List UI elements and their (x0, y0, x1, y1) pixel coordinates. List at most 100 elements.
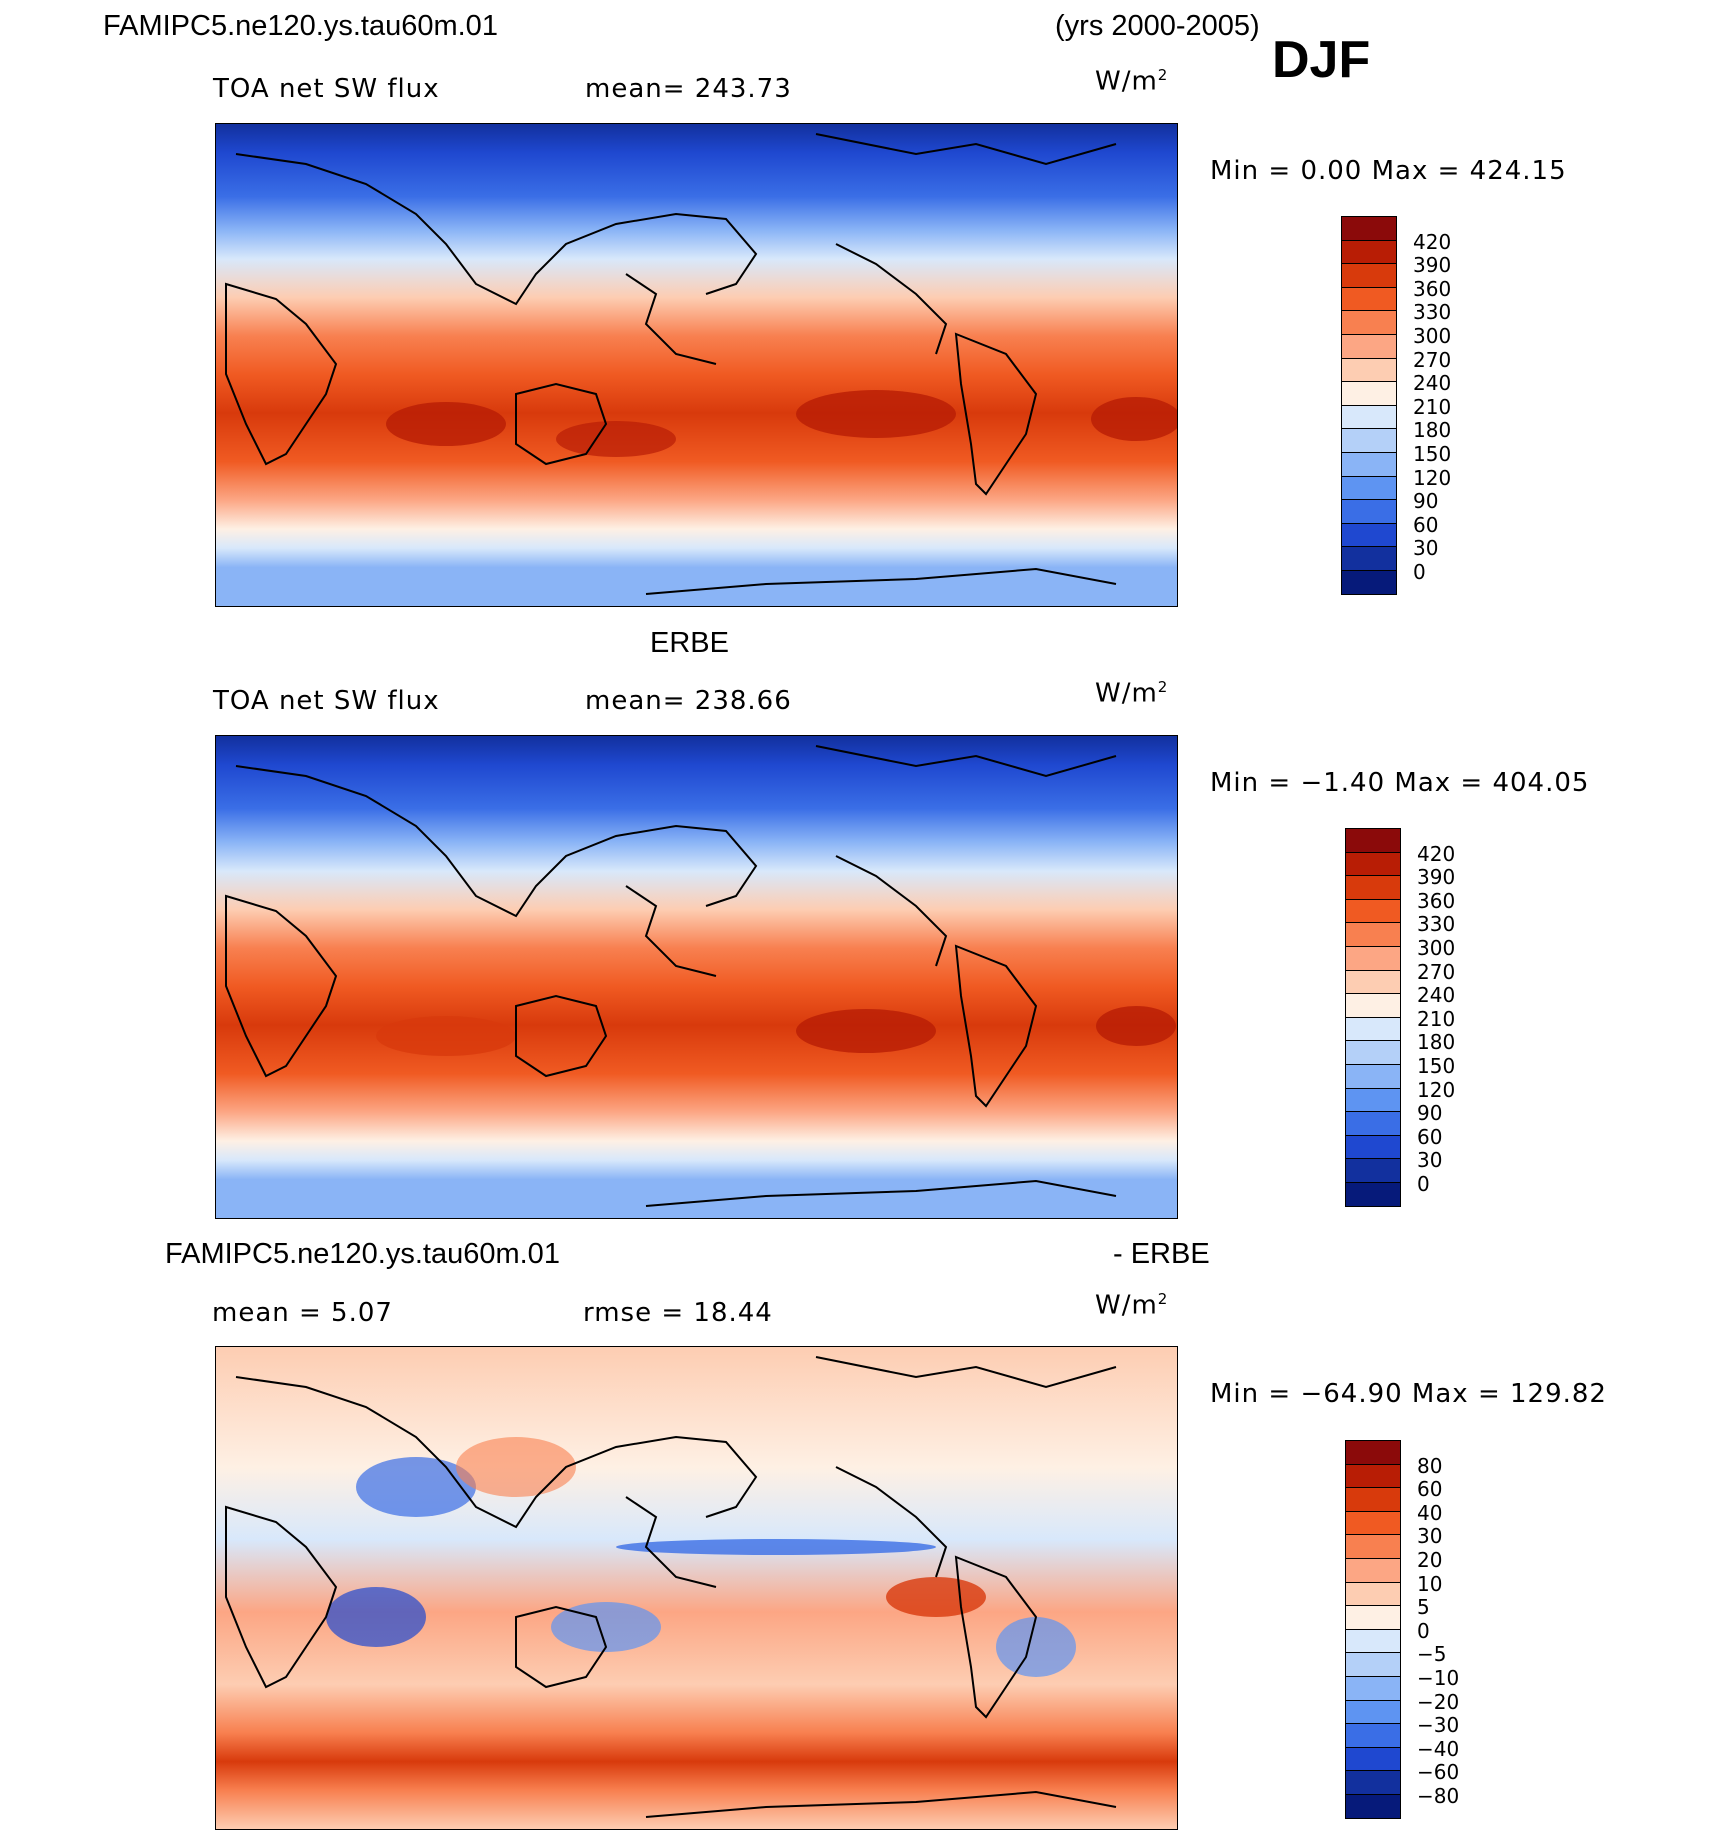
colorbar-swatch (1345, 993, 1401, 1018)
colorbar-swatch (1341, 428, 1397, 453)
colorbar-swatch (1345, 969, 1401, 995)
colorbar-swatch (1341, 357, 1397, 383)
panel2-colorbar: 420 390 360 330 300 270 240 210 180 150 120 90 60 30 0 (1345, 828, 1485, 1208)
colorbar-swatch (1345, 1134, 1401, 1160)
colorbar-swatch (1341, 522, 1397, 548)
colorbar-swatch (1341, 546, 1397, 571)
colorbar-tick-label: 210 (1413, 394, 1452, 419)
panel1-map (215, 123, 1178, 607)
colorbar-swatch (1345, 1794, 1401, 1819)
colorbar-swatch (1345, 898, 1401, 924)
panel1-map-svg (216, 124, 1177, 606)
colorbar-tick-label: 40 (1417, 1500, 1443, 1525)
colorbar-tick-label: 60 (1417, 1124, 1443, 1149)
panel1-minmax: Min = 0.00 Max = 424.15 (1210, 156, 1567, 186)
colorbar-tick-label: 240 (1413, 371, 1452, 396)
panel3-title-right: - ERBE (1113, 1238, 1210, 1270)
colorbar-swatch (1341, 334, 1397, 359)
colorbar-tick-label: 270 (1417, 959, 1456, 984)
colorbar-tick-label: 330 (1417, 912, 1456, 937)
colorbar-tick-label: 150 (1417, 1054, 1456, 1078)
colorbar-tick-label: 180 (1413, 418, 1452, 443)
season-label: DJF (1272, 31, 1371, 89)
colorbar-tick-label: 150 (1413, 442, 1452, 466)
colorbar-swatch (1345, 1676, 1401, 1701)
colorbar-tick-label: 0 (1413, 560, 1426, 584)
colorbar-swatch (1341, 216, 1397, 241)
colorbar-swatch (1345, 851, 1401, 877)
panel3-map-svg (216, 1347, 1177, 1829)
colorbar-tick-label: 30 (1417, 1148, 1443, 1173)
colorbar-swatch (1345, 875, 1401, 900)
colorbar-tick-label: 20 (1417, 1548, 1443, 1572)
panel3-rmse: rmse = 18.44 (583, 1298, 773, 1328)
colorbar-swatch (1345, 1182, 1401, 1207)
panel3-title-left: FAMIPC5.ne120.ys.tau60m.01 (165, 1238, 560, 1270)
colorbar-tick-label: 5 (1417, 1595, 1430, 1620)
panel3-minmax: Min = −64.90 Max = 129.82 (1210, 1379, 1607, 1409)
panel3-coastlines (225, 1356, 1117, 1818)
colorbar-swatch (1345, 1605, 1401, 1630)
colorbar-swatch (1345, 1770, 1401, 1795)
panel1-coastlines (225, 133, 1117, 595)
colorbar-tick-label: 120 (1413, 465, 1452, 490)
colorbar-tick-label: 390 (1413, 253, 1452, 278)
colorbar-swatch (1345, 1723, 1401, 1748)
colorbar-swatch (1345, 1463, 1401, 1489)
colorbar-swatch (1345, 1746, 1401, 1772)
colorbar-swatch (1345, 1440, 1401, 1465)
colorbar-swatch (1345, 922, 1401, 947)
colorbar-swatch (1345, 1652, 1401, 1677)
colorbar-tick-label: 30 (1417, 1524, 1443, 1549)
panel3-colorbar: 80 60 40 30 20 10 5 0 −5 −10 −20 −30 −40 −60 −80 (1345, 1440, 1485, 1820)
colorbar-tick-label: −80 (1417, 1784, 1460, 1808)
colorbar-tick-label: 240 (1417, 983, 1456, 1008)
years-label: (yrs 2000-2005) (1055, 10, 1260, 42)
colorbar-tick-label: 60 (1413, 512, 1439, 537)
colorbar-swatch (1345, 1064, 1401, 1089)
colorbar-tick-label: 90 (1417, 1101, 1443, 1126)
colorbar-tick-label: 80 (1417, 1453, 1443, 1478)
colorbar-tick-label: −20 (1417, 1689, 1460, 1714)
colorbar-swatch (1341, 570, 1397, 595)
colorbar-tick-label: 90 (1413, 489, 1439, 514)
panel2-coastlines (225, 745, 1117, 1207)
colorbar-tick-label: 10 (1417, 1571, 1443, 1596)
colorbar-swatch (1345, 1558, 1401, 1583)
colorbar-swatch (1341, 452, 1397, 477)
colorbar-tick-label: −40 (1417, 1736, 1460, 1761)
colorbar-swatch (1345, 1111, 1401, 1136)
colorbar-tick-label: 60 (1417, 1477, 1443, 1502)
colorbar-tick-label: −30 (1417, 1713, 1460, 1738)
colorbar-tick-label: 420 (1417, 841, 1456, 866)
colorbar-tick-label: 0 (1417, 1618, 1430, 1643)
colorbar-swatch (1345, 1016, 1401, 1042)
colorbar-tick-label: 270 (1413, 347, 1452, 372)
colorbar-tick-label: 390 (1417, 865, 1456, 890)
colorbar-swatch (1345, 1158, 1401, 1183)
colorbar-tick-label: −5 (1417, 1642, 1447, 1667)
colorbar-swatch (1341, 381, 1397, 406)
colorbar-swatch (1341, 239, 1397, 265)
colorbar-swatch (1341, 310, 1397, 335)
colorbar-tick-label: 330 (1413, 300, 1452, 325)
colorbar-swatch (1345, 1087, 1401, 1113)
panel2-minmax: Min = −1.40 Max = 404.05 (1210, 768, 1590, 798)
colorbar-swatch (1345, 1534, 1401, 1559)
panel3-units: W/m2 (1095, 1290, 1169, 1321)
colorbar-tick-label: 360 (1413, 276, 1452, 301)
panel2-mean: mean= 238.66 (585, 686, 792, 716)
panel2-map-svg (216, 736, 1177, 1218)
panel2-title: ERBE (650, 627, 729, 659)
colorbar-swatch (1341, 499, 1397, 524)
colorbar-tick-label: 180 (1417, 1030, 1456, 1055)
panel3-map (215, 1346, 1178, 1830)
colorbar-swatch (1341, 475, 1397, 501)
panel3-mean: mean = 5.07 (212, 1298, 393, 1328)
colorbar-swatch (1345, 1510, 1401, 1536)
colorbar-swatch (1341, 404, 1397, 430)
colorbar-swatch (1345, 1628, 1401, 1654)
panel1-units: W/m2 (1095, 66, 1169, 97)
colorbar-tick-label: 120 (1417, 1077, 1456, 1102)
colorbar-swatch (1341, 286, 1397, 312)
